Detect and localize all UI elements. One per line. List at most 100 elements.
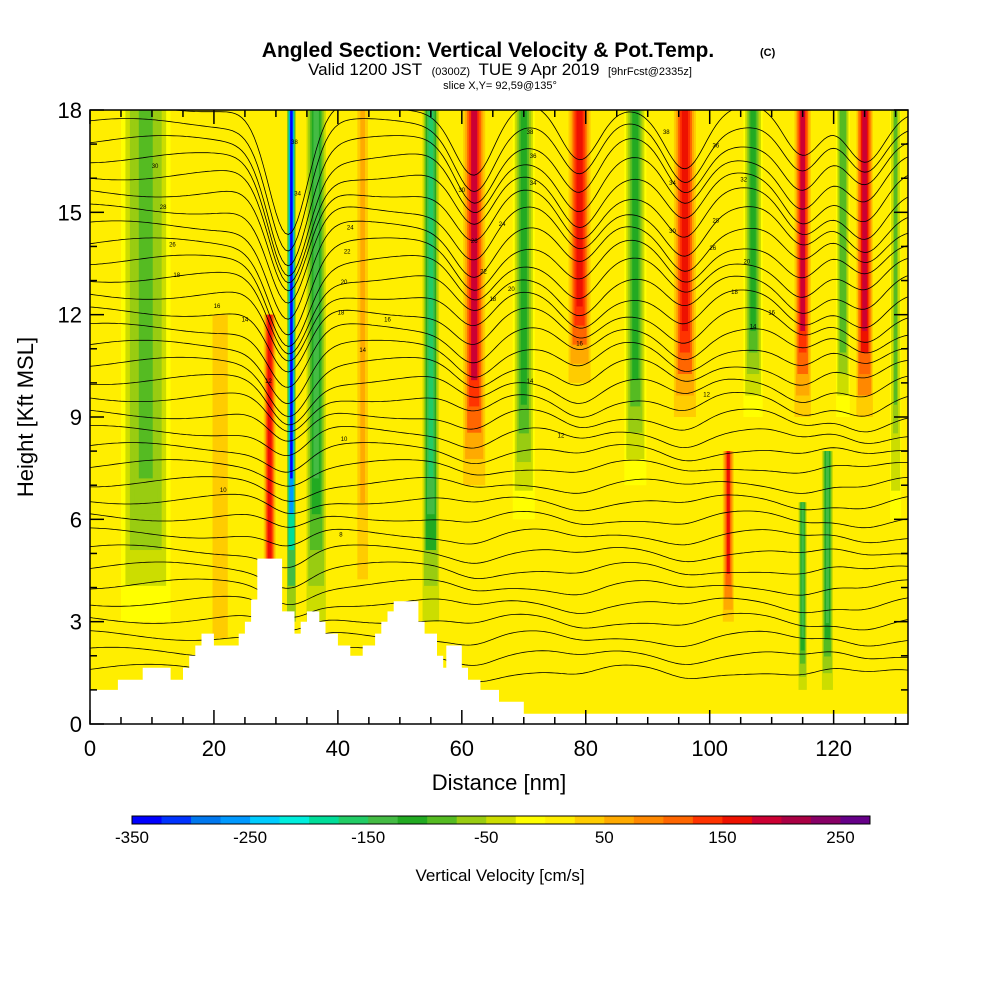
contour-label: 34 [294,191,301,197]
colorbar-swatch [250,816,281,824]
contour-label: 26 [709,246,716,252]
contour-label: 16 [576,341,583,347]
x-tick-label: 120 [815,736,852,761]
slice-label: slice X,Y= 92,59@135° [443,80,557,92]
colorbar-swatch [574,816,605,824]
subtitle-utc: (0300Z) [432,66,471,78]
y-tick-label: 12 [58,303,82,328]
contour-label: 38 [663,130,670,136]
theta-contour [90,187,908,292]
contour-label: 14 [359,348,366,354]
y-tick-label: 3 [70,610,82,635]
theta-contour [90,408,908,442]
theta-contour [90,578,908,605]
colorbar-swatch [397,816,428,824]
velocity-cell [800,110,805,332]
velocity-cell [681,110,689,332]
colorbar-tick-label: 250 [826,828,854,847]
theta-contour [90,544,908,569]
theta-contour [90,254,908,347]
x-tick-label: 0 [84,736,96,761]
contour-label: 28 [713,219,720,225]
chart-title-units: (C) [760,47,776,59]
velocity-cell [750,110,756,332]
velocity-cell [894,110,898,405]
theta-contour [90,289,908,362]
colorbar-swatch [633,816,664,824]
contour-label: 14 [242,317,249,323]
theta-contour [90,135,908,267]
theta-contour [90,391,908,433]
velocity-cell [360,110,365,503]
contour-label: 20 [744,260,751,266]
colorbar-tick-label: -250 [233,828,267,847]
contour-label: 34 [530,181,537,187]
colorbar-tick-label: -350 [115,828,149,847]
contour-label: 12 [558,433,565,439]
velocity-cell [313,110,319,479]
contour-label: 20 [341,280,348,286]
contour-label: 18 [338,311,345,317]
colorbar-swatch [161,816,192,824]
contour-label: 34 [669,181,676,187]
contour-label: 16 [214,304,221,310]
contour-label: 12 [703,393,710,399]
contour-label: 32 [740,178,747,184]
velocity-cell [138,110,153,479]
theta-contour [90,203,908,304]
velocity-cell [632,110,639,381]
theta-contour [90,442,908,473]
theta-contour [90,322,908,388]
subtitle-forecast: [9hrFcst@2335z] [608,66,692,78]
contour-label: 18 [489,297,496,303]
potential-temperature-contours [90,110,908,691]
contour-label: 16 [768,311,775,317]
colorbar-swatch [604,816,635,824]
y-tick-label: 0 [70,712,82,737]
contour-label: 10 [220,488,227,494]
contour-label: 26 [471,239,478,245]
velocity-cell [862,110,867,332]
velocity-cell [520,110,527,405]
velocity-cell [801,502,804,638]
colorbar-swatch [515,816,546,824]
contour-label: 36 [713,144,720,150]
theta-contour [90,527,908,547]
colorbar-swatch [781,816,812,824]
subtitle-date: TUE 9 Apr 2019 [479,60,600,79]
colorbar-swatch [751,816,782,824]
theta-contour [90,612,908,631]
terrain [90,558,908,724]
theta-contour [90,476,908,502]
theta-contour [90,561,908,589]
colorbar: -350 -250 -150 -50 50 150 250 [115,815,871,847]
y-tick-label: 9 [70,405,82,430]
colorbar-tick-label: 150 [708,828,736,847]
plot-area [90,110,908,724]
colorbar-swatch [456,816,487,824]
theta-contour [90,339,908,405]
velocity-cell [215,314,225,610]
colorbar-swatch [663,816,694,824]
contour-label: 28 [160,205,167,211]
contour-label: 30 [152,164,159,170]
contour-label: 30 [669,229,676,235]
colorbar-swatch [545,816,576,824]
colorbar-tick-label: -50 [474,828,499,847]
colorbar-swatch [427,816,458,824]
theta-contour [90,152,908,277]
theta-contour [90,374,908,426]
chart-title: Angled Section: Vertical Velocity & Pot.… [262,39,714,62]
colorbar-swatch [191,816,222,824]
contour-label: 22 [344,249,351,255]
theta-contour [90,425,908,456]
contour-label: 14 [527,379,534,385]
theta-contour [90,459,908,487]
theta-contour [90,630,908,648]
colorbar-swatch [368,816,399,824]
velocity-cell [471,110,478,381]
theta-contour [90,306,908,373]
theta-contour [90,271,908,355]
contour-labels: 30 28 26 18 16 14 12 10 10 8 38 34 24 22 20 18 16 14 30 26 2… [152,130,776,539]
